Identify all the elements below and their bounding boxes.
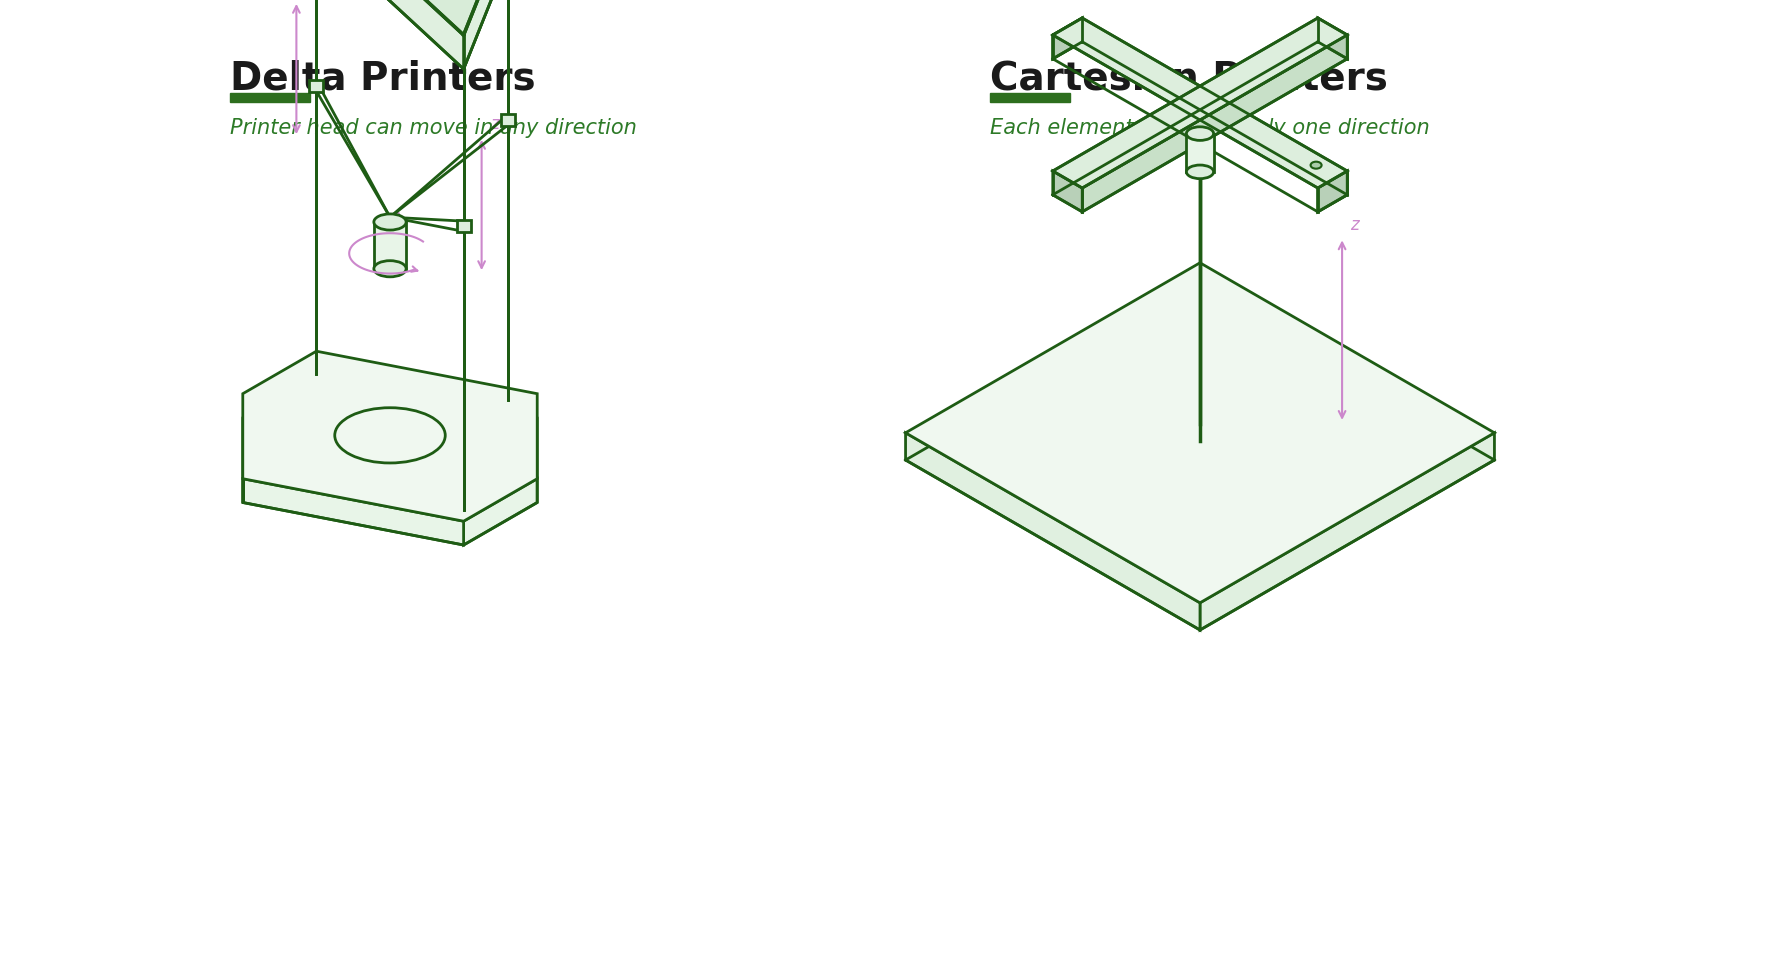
Text: z: z [1350,215,1359,233]
Bar [501,114,516,126]
Polygon shape [464,479,537,545]
Polygon shape [243,351,537,521]
Polygon shape [906,433,1201,630]
Text: Cartesian Printers: Cartesian Printers [990,60,1388,98]
Polygon shape [316,0,508,69]
Polygon shape [316,0,464,69]
Ellipse shape [375,261,407,276]
Bar [1186,133,1213,172]
Polygon shape [906,263,1495,603]
Ellipse shape [375,214,407,230]
Polygon shape [1053,171,1083,212]
Bar [230,93,310,102]
Polygon shape [464,0,508,69]
Text: z: z [489,115,498,133]
Ellipse shape [1186,165,1213,179]
Polygon shape [1053,18,1347,188]
Polygon shape [1318,171,1347,212]
Bar [309,80,323,92]
Ellipse shape [1311,161,1322,169]
Polygon shape [1053,18,1347,188]
Polygon shape [316,0,508,35]
Bar [457,220,471,232]
Polygon shape [1083,35,1347,212]
Polygon shape [1318,18,1347,59]
Ellipse shape [1186,127,1213,140]
Text: Each element moves in only one direction: Each element moves in only one direction [990,118,1429,138]
Text: Printer head can move in any direction: Printer head can move in any direction [230,118,637,138]
Text: Delta Printers: Delta Printers [230,60,535,98]
Polygon shape [1053,18,1083,59]
Bar [990,93,1070,102]
Polygon shape [243,479,464,545]
Polygon shape [1201,433,1495,630]
Bar [375,222,407,269]
Polygon shape [1053,18,1083,59]
Polygon shape [1318,171,1347,212]
